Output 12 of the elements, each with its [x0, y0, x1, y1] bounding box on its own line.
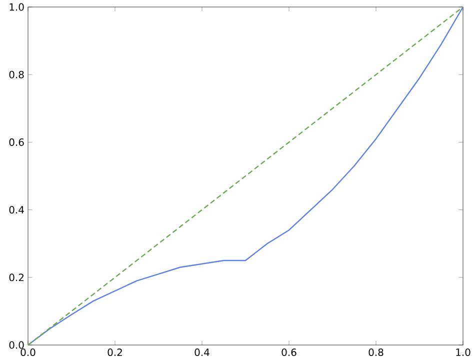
y-tick-label: 0.0 [9, 341, 24, 349]
x-tick-label: 0.6 [282, 348, 296, 356]
x-tick-label: 0.2 [108, 348, 122, 356]
x-tick-label: 0.8 [368, 348, 384, 356]
y-tick-label: 1.0 [10, 3, 24, 11]
y-tick-label: 0.2 [9, 274, 24, 282]
y-tick-label: 0.6 [9, 138, 24, 146]
x-tick-label: 0.4 [194, 348, 210, 356]
x-tick-label: 1.0 [456, 348, 470, 356]
y-tick-label: 0.4 [9, 206, 24, 214]
x-tick-label: 0.0 [20, 348, 36, 356]
y-tick-label: 0.8 [9, 70, 24, 78]
